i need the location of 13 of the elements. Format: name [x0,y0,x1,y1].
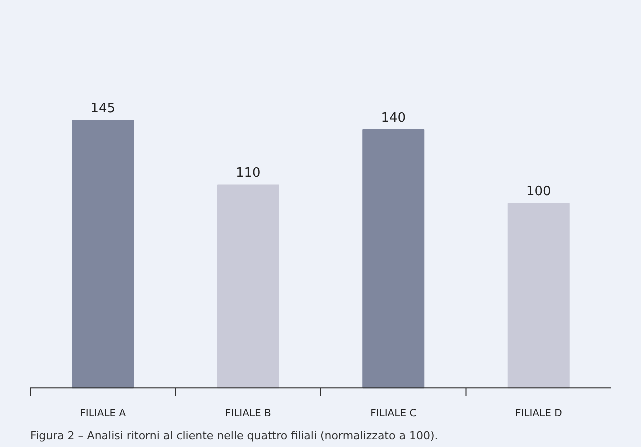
data-label: 140 [381,110,406,126]
data-label: 100 [526,184,552,200]
text: Figura 2 – Analisi ritorni al cliente nelle quattro filiali (normalizzato a 100). [30,430,438,442]
bar [508,203,570,389]
bar [217,184,280,389]
bar [362,129,425,389]
x-tick-label: FILIALE C [370,408,417,420]
data-label: 110 [236,166,261,182]
data-label: 145 [90,102,116,117]
bar [72,120,134,389]
x-tick-label: FILIALE A [80,408,126,420]
x-tick-label: FILIALE D [515,408,563,420]
x-tick-label: FILIALE B [225,408,272,420]
